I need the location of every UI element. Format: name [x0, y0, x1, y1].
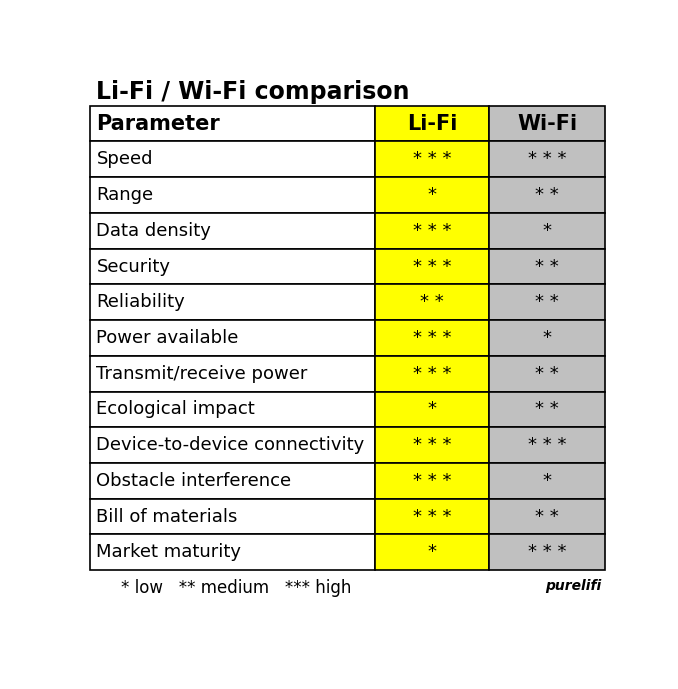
- Text: Range: Range: [96, 186, 153, 204]
- Bar: [375, 391, 490, 427]
- Text: Power available: Power available: [96, 329, 239, 347]
- Bar: [375, 535, 490, 570]
- Bar: [490, 285, 605, 320]
- Text: *: *: [427, 186, 437, 204]
- Bar: [90, 391, 375, 427]
- Bar: [490, 391, 605, 427]
- Bar: [90, 427, 375, 463]
- Bar: [90, 356, 375, 391]
- Text: * * *: * * *: [413, 436, 451, 454]
- Bar: [90, 213, 375, 249]
- Bar: [90, 141, 375, 177]
- Text: Wi-Fi: Wi-Fi: [517, 114, 577, 134]
- Text: * * *: * * *: [413, 150, 451, 168]
- Text: Transmit/receive power: Transmit/receive power: [96, 364, 308, 382]
- Text: purelifi: purelifi: [545, 579, 601, 593]
- Bar: [375, 177, 490, 213]
- Bar: [90, 106, 375, 141]
- Bar: [490, 463, 605, 499]
- Bar: [490, 249, 605, 285]
- Bar: [490, 213, 605, 249]
- Text: * *: * *: [535, 294, 559, 311]
- Text: * *: * *: [535, 508, 559, 526]
- Bar: [90, 285, 375, 320]
- Text: * * *: * * *: [527, 150, 566, 168]
- Bar: [375, 249, 490, 285]
- Text: * *: * *: [420, 294, 444, 311]
- Text: Obstacle interference: Obstacle interference: [96, 472, 292, 490]
- Text: Reliability: Reliability: [96, 294, 185, 311]
- Bar: [90, 463, 375, 499]
- Bar: [90, 177, 375, 213]
- Text: Device-to-device connectivity: Device-to-device connectivity: [96, 436, 365, 454]
- Bar: [375, 463, 490, 499]
- Text: * * *: * * *: [413, 472, 451, 490]
- Bar: [90, 320, 375, 356]
- Text: * * *: * * *: [413, 258, 451, 276]
- Bar: [490, 356, 605, 391]
- Bar: [490, 106, 605, 141]
- Bar: [490, 499, 605, 535]
- Text: *: *: [427, 543, 437, 562]
- Text: Ecological impact: Ecological impact: [96, 400, 255, 418]
- Bar: [375, 320, 490, 356]
- Text: Speed: Speed: [96, 150, 153, 168]
- Bar: [375, 427, 490, 463]
- Text: * *: * *: [535, 364, 559, 382]
- Text: * * *: * * *: [413, 222, 451, 240]
- Text: *: *: [542, 472, 551, 490]
- Text: *: *: [427, 400, 437, 418]
- Text: * *: * *: [535, 186, 559, 204]
- Bar: [490, 177, 605, 213]
- Bar: [90, 535, 375, 570]
- Bar: [90, 249, 375, 285]
- Text: Li-Fi / Wi-Fi comparison: Li-Fi / Wi-Fi comparison: [96, 80, 410, 104]
- Bar: [375, 499, 490, 535]
- Text: * *: * *: [535, 400, 559, 418]
- Text: * * *: * * *: [413, 329, 451, 347]
- Text: Li-Fi: Li-Fi: [407, 114, 457, 134]
- Text: Security: Security: [96, 258, 170, 276]
- Bar: [90, 499, 375, 535]
- Text: Bill of materials: Bill of materials: [96, 508, 238, 526]
- Text: Data density: Data density: [96, 222, 212, 240]
- Text: * *: * *: [535, 258, 559, 276]
- Text: Parameter: Parameter: [96, 114, 220, 134]
- Text: * * *: * * *: [527, 543, 566, 562]
- Bar: [490, 427, 605, 463]
- Bar: [375, 356, 490, 391]
- Text: * * *: * * *: [413, 364, 451, 382]
- Bar: [375, 141, 490, 177]
- Bar: [375, 213, 490, 249]
- Bar: [375, 285, 490, 320]
- Bar: [375, 106, 490, 141]
- Bar: [490, 535, 605, 570]
- Bar: [490, 320, 605, 356]
- Text: *: *: [542, 222, 551, 240]
- Text: Market maturity: Market maturity: [96, 543, 241, 562]
- Bar: [490, 141, 605, 177]
- Text: *: *: [542, 329, 551, 347]
- Text: * low   ** medium   *** high: * low ** medium *** high: [121, 579, 352, 597]
- Text: * * *: * * *: [527, 436, 566, 454]
- Text: * * *: * * *: [413, 508, 451, 526]
